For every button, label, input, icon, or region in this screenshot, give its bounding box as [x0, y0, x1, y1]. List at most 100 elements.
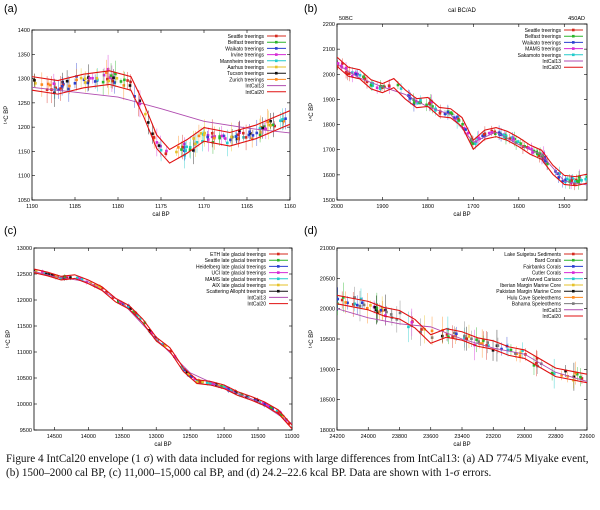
x-tick-label: 23000 — [517, 434, 532, 440]
data-point — [206, 381, 209, 385]
data-point — [144, 112, 147, 116]
legend-label: Zurich treerings — [229, 77, 264, 83]
data-point — [93, 80, 97, 83]
data-point — [569, 181, 573, 185]
legend-marker — [572, 289, 575, 293]
data-point — [213, 135, 217, 138]
x-tick-label: 2000 — [331, 204, 343, 210]
data-point — [535, 357, 539, 360]
data-point — [105, 290, 108, 294]
data-point — [238, 129, 241, 132]
data-point — [576, 179, 579, 183]
x-tick-label: 14000 — [81, 434, 96, 440]
data-point — [519, 142, 522, 145]
x-tick-label: 1800 — [422, 204, 434, 210]
data-point — [41, 270, 44, 273]
data-point — [512, 138, 516, 141]
data-point — [237, 133, 240, 137]
legend-marker — [572, 28, 575, 32]
legend-label: Mannheim treerings — [220, 59, 265, 65]
data-point — [184, 149, 187, 152]
data-point — [447, 335, 450, 339]
data-point — [440, 334, 444, 338]
data-point — [550, 371, 554, 375]
data-point — [453, 331, 456, 335]
data-point — [478, 342, 482, 345]
legend-marker — [572, 271, 575, 274]
data-point — [190, 375, 193, 378]
data-point — [197, 134, 201, 138]
data-point — [398, 311, 402, 315]
data-point — [506, 348, 510, 352]
legend-marker — [277, 289, 280, 293]
data-point — [100, 287, 104, 290]
data-point — [497, 131, 501, 135]
legend-label: IntCal13 — [542, 308, 561, 314]
data-point — [537, 154, 541, 157]
data-point — [490, 131, 494, 134]
data-point — [213, 136, 216, 140]
data-point — [456, 115, 459, 119]
legend-label: IntCal13 — [245, 84, 264, 90]
data-point — [516, 140, 520, 143]
data-point — [132, 310, 135, 314]
data-point — [73, 81, 77, 85]
data-point — [399, 87, 403, 90]
x-tick-label: 24200 — [329, 434, 344, 440]
data-point — [443, 112, 447, 116]
x-axis-label: cal BP — [453, 212, 470, 218]
y-tick-label: 1600 — [323, 173, 335, 179]
data-point — [575, 372, 579, 376]
data-point — [359, 297, 363, 301]
legend-label: IntCal20 — [542, 314, 561, 320]
legend-marker — [572, 283, 575, 287]
legend-label: Seattle late glacial treerings — [205, 258, 267, 264]
data-point — [558, 172, 562, 175]
legend-label: Cutler Corals — [532, 271, 562, 277]
data-point — [50, 273, 54, 277]
data-point — [521, 349, 524, 352]
y-tick-label: 1900 — [323, 97, 335, 103]
y-tick-label: 1400 — [18, 28, 30, 34]
data-point — [109, 74, 113, 77]
intcal20-lower — [34, 272, 292, 430]
data-point — [256, 399, 260, 402]
y-tick-label: 2000 — [323, 72, 335, 78]
data-point — [281, 415, 284, 419]
y-tick-label: 1200 — [18, 125, 30, 131]
x-tick-label: 13000 — [149, 434, 164, 440]
data-point — [346, 72, 349, 76]
data-point — [344, 66, 348, 70]
data-point — [396, 83, 400, 87]
data-point — [229, 389, 233, 392]
data-point — [173, 355, 177, 358]
intcal13-curve — [337, 63, 587, 186]
data-point — [566, 177, 569, 181]
data-point — [561, 179, 565, 183]
data-point — [194, 142, 197, 146]
data-point — [262, 125, 266, 128]
data-point — [110, 77, 114, 80]
x-tick-label: 22800 — [548, 434, 563, 440]
data-point — [269, 124, 272, 127]
data-point — [157, 144, 161, 147]
x-tick-label: 1160 — [284, 204, 296, 210]
data-point — [445, 333, 449, 336]
x-tick-label: 23200 — [486, 434, 501, 440]
data-point — [358, 304, 362, 308]
legend-label: IntCal13 — [542, 59, 561, 65]
data-point — [246, 395, 250, 398]
data-point — [59, 87, 62, 90]
x-tick-label: 14500 — [47, 434, 62, 440]
y-tick-label: 9500 — [20, 428, 32, 434]
x-tick-label: 23600 — [423, 434, 438, 440]
data-point — [106, 67, 110, 71]
data-point — [218, 136, 221, 140]
data-point — [580, 179, 583, 182]
data-point — [187, 372, 190, 376]
data-point — [80, 278, 84, 281]
panel-d: (d) 24200 24000 23800 23600 23400 23200 23000 22… — [304, 225, 595, 448]
legend-label: Belfast treerings — [525, 34, 562, 40]
x-tick-label: 23400 — [454, 434, 469, 440]
